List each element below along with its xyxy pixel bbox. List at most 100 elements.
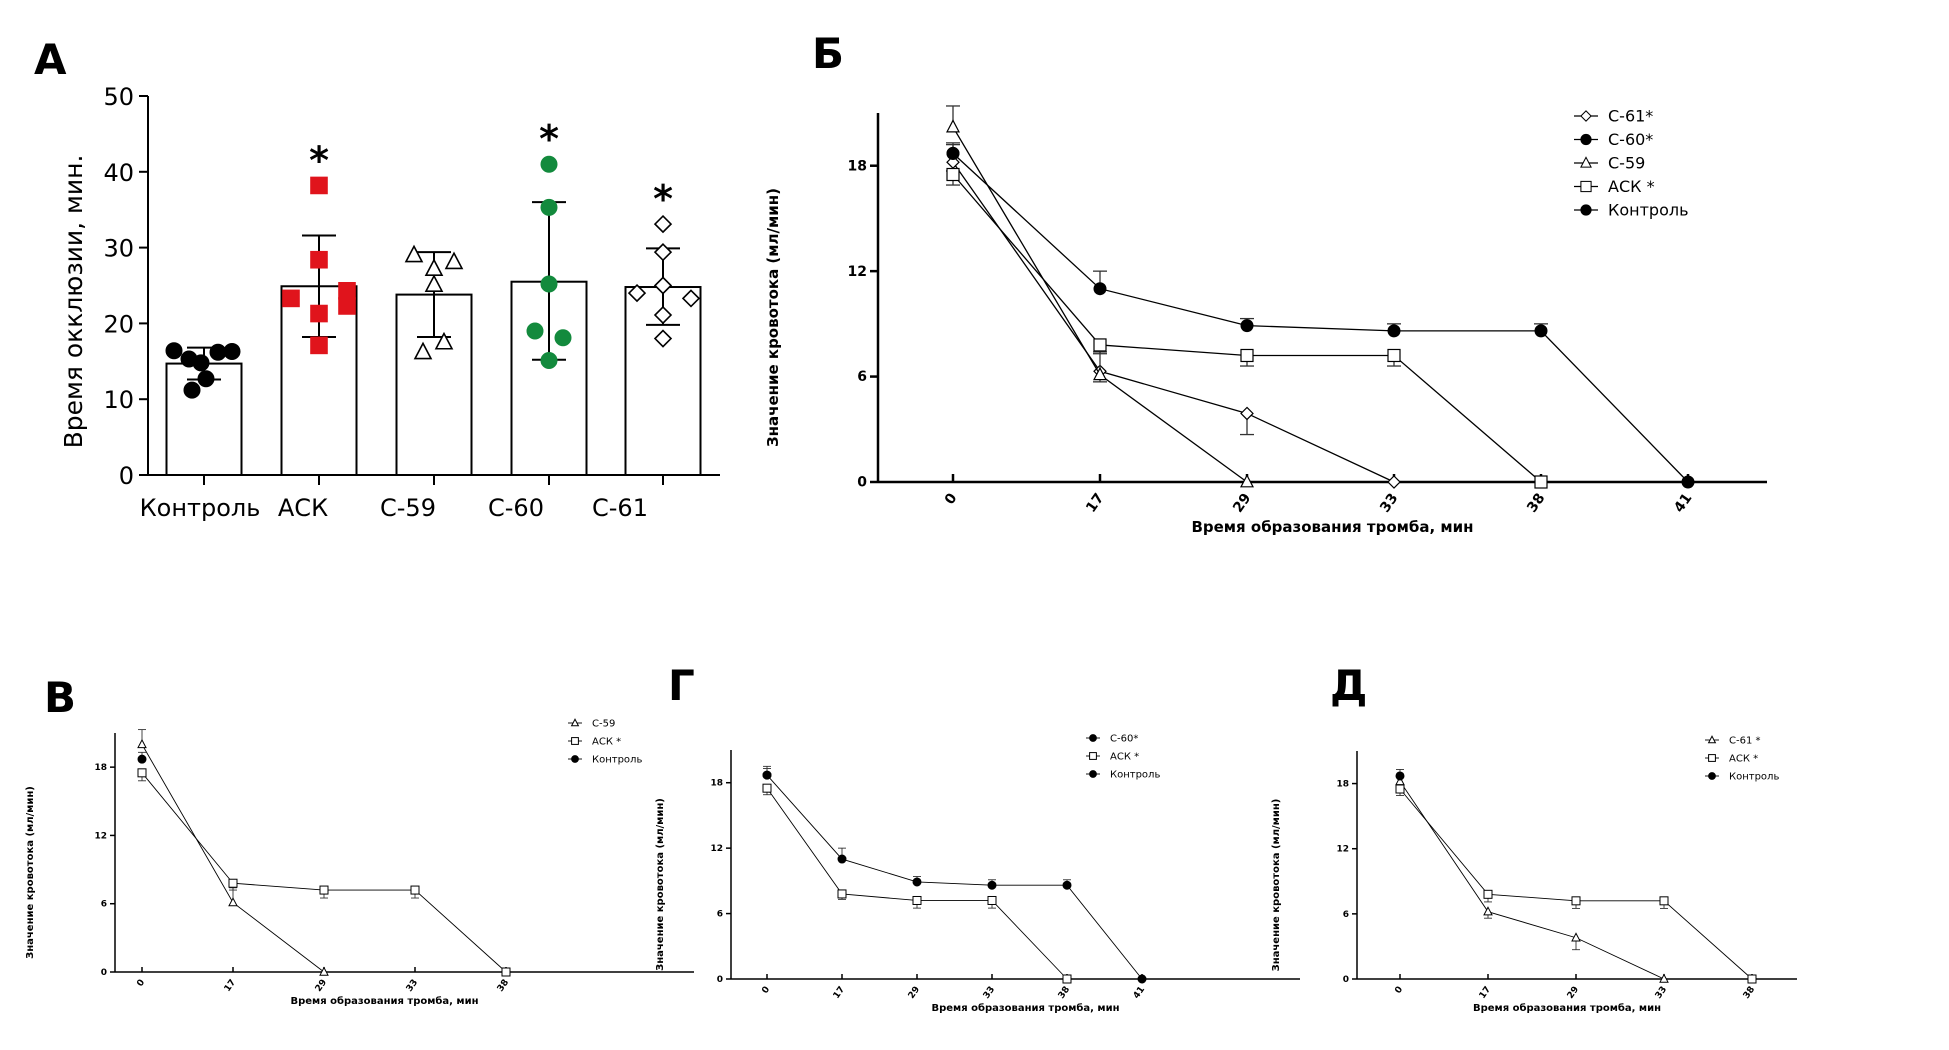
data-point bbox=[681, 289, 701, 308]
data-point bbox=[228, 878, 238, 888]
y-tick-label: 0 bbox=[1343, 975, 1349, 985]
data-point bbox=[987, 880, 997, 890]
data-point bbox=[310, 336, 328, 355]
legend-label: Контроль bbox=[592, 754, 642, 765]
data-point bbox=[319, 966, 329, 976]
x-tick-label: С-60 bbox=[488, 494, 544, 522]
data-point bbox=[1137, 974, 1147, 984]
panel-g-line-chart: 0 6 12 18 0 17 29 33 38 41 Время образования тромб… bbox=[655, 733, 1300, 1014]
data-point bbox=[653, 305, 673, 325]
y-tick-label: 0 bbox=[857, 475, 867, 491]
legend-marker bbox=[1580, 133, 1592, 146]
y-tick-label: 6 bbox=[101, 900, 107, 910]
data-point bbox=[310, 304, 328, 323]
data-point bbox=[653, 276, 673, 295]
y-tick-label: 18 bbox=[848, 158, 867, 174]
data-point bbox=[1093, 366, 1107, 381]
x-axis-label: Время образования тромба, мин bbox=[931, 1002, 1119, 1014]
y-tick-label: 18 bbox=[94, 763, 107, 773]
legend-label: С-61* bbox=[1608, 106, 1653, 125]
y-tick-label: 0 bbox=[717, 975, 723, 985]
data-point bbox=[434, 331, 454, 350]
y-tick-label: 6 bbox=[1343, 910, 1349, 920]
x-tick-label: АСК bbox=[278, 494, 328, 522]
series-контроль bbox=[762, 768, 772, 780]
legend-marker bbox=[1708, 754, 1716, 762]
data-point bbox=[540, 155, 558, 173]
x-tick-label: 0 bbox=[135, 978, 147, 989]
x-tick-label: 17 bbox=[832, 985, 847, 1001]
legend-label: С-61 * bbox=[1729, 735, 1761, 746]
series-аск bbox=[946, 167, 1548, 489]
data-point bbox=[501, 967, 511, 977]
x-tick-label: 29 bbox=[907, 985, 922, 1001]
y-tick-label: 12 bbox=[848, 264, 867, 280]
significance-star: * bbox=[539, 117, 559, 161]
x-tick-label: 0 bbox=[1393, 985, 1405, 996]
y-tick-label: 0 bbox=[101, 968, 107, 978]
y-tick-label: 6 bbox=[717, 910, 723, 920]
significance-star: * bbox=[309, 138, 329, 182]
data-point bbox=[310, 176, 328, 195]
data-point bbox=[1681, 475, 1695, 489]
data-point bbox=[1093, 282, 1107, 296]
legend-label: Контроль bbox=[1608, 200, 1689, 219]
data-point bbox=[137, 754, 147, 764]
series-line bbox=[141, 772, 507, 973]
data-point bbox=[1240, 406, 1254, 421]
x-tick-label: 0 bbox=[942, 490, 961, 507]
y-axis-label: Значение кровотока (мл/мин) bbox=[25, 786, 36, 959]
data-point bbox=[1240, 474, 1254, 488]
x-tick-label: 33 bbox=[1377, 491, 1401, 516]
y-tick-label: 30 bbox=[103, 235, 134, 263]
legend-label: С-60* bbox=[1608, 130, 1653, 149]
data-point bbox=[1534, 324, 1548, 338]
y-tick-label: 6 bbox=[857, 369, 867, 385]
series-с61 bbox=[946, 155, 1401, 489]
data-point bbox=[1483, 889, 1493, 899]
y-axis-label: Время окклюзии, мин. bbox=[59, 155, 88, 449]
series-line bbox=[141, 744, 325, 973]
x-tick-label: 33 bbox=[405, 978, 420, 994]
data-point bbox=[1571, 932, 1581, 942]
series-line bbox=[952, 152, 1689, 483]
series-line bbox=[1399, 788, 1753, 980]
data-point bbox=[1387, 324, 1401, 338]
data-point bbox=[1062, 880, 1072, 890]
data-point bbox=[946, 119, 960, 133]
data-point bbox=[540, 275, 558, 293]
legend-label: АСК * bbox=[1729, 753, 1758, 764]
x-tick-label: 0 bbox=[760, 985, 772, 996]
series-с59 bbox=[137, 729, 329, 976]
y-tick-label: 10 bbox=[103, 386, 134, 414]
x-tick-label: 33 bbox=[982, 985, 997, 1001]
data-point bbox=[912, 895, 922, 905]
series-контроль bbox=[137, 751, 147, 764]
panel-letter-d: Д bbox=[1330, 661, 1367, 710]
data-point bbox=[310, 250, 328, 269]
legend-label: Контроль bbox=[1110, 769, 1160, 780]
y-axis-label: Значение кровотока (мл/мин) bbox=[1271, 799, 1282, 972]
data-point bbox=[1387, 475, 1401, 489]
data-point bbox=[1395, 771, 1405, 781]
series-контроль bbox=[1395, 769, 1405, 781]
x-tick-label: 38 bbox=[1057, 985, 1072, 1001]
series-с61 bbox=[1395, 775, 1669, 983]
data-point bbox=[137, 768, 147, 778]
data-point bbox=[1395, 784, 1405, 794]
data-point bbox=[404, 244, 424, 263]
legend-label: АСК * bbox=[1110, 751, 1139, 762]
legend-marker bbox=[1089, 734, 1097, 742]
data-point bbox=[413, 341, 433, 360]
x-tick-label: 33 bbox=[1654, 985, 1669, 1001]
x-tick-label: 29 bbox=[1230, 491, 1254, 516]
y-axis-label: Значение кровотока (мл/мин) bbox=[655, 798, 666, 971]
legend-label: Контроль bbox=[1729, 771, 1779, 782]
data-point bbox=[762, 783, 772, 793]
panel-b-line-chart: 0 6 12 18 0 17 29 33 38 41 Время образования тромб… bbox=[764, 105, 1767, 536]
legend-marker bbox=[1708, 772, 1716, 780]
legend-marker bbox=[1089, 770, 1097, 778]
legend-label: АСК * bbox=[1608, 177, 1655, 196]
data-point bbox=[837, 889, 847, 899]
data-point bbox=[987, 895, 997, 905]
